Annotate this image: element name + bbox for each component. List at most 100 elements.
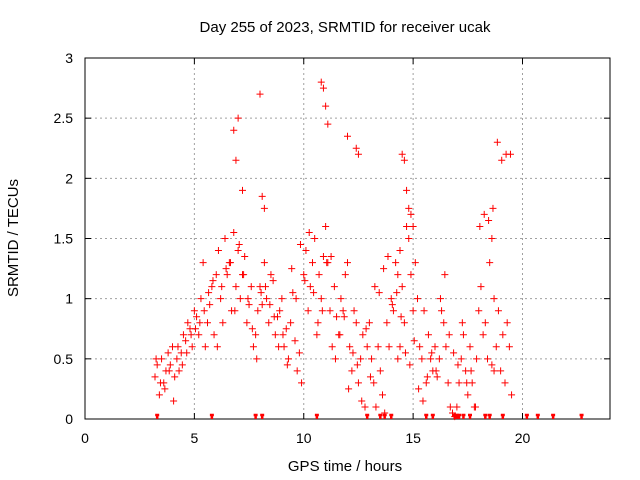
data-point [304,307,312,315]
data-point [287,319,295,327]
data-point [283,361,291,369]
data-point [361,403,369,411]
data-point [173,355,181,363]
data-point [153,361,161,369]
data-point [410,337,418,345]
data-point [344,259,351,267]
data-point [155,413,160,419]
data-point [165,367,173,375]
data-point [407,271,415,279]
data-point [247,283,255,291]
data-point [486,259,494,267]
data-point [295,349,303,357]
data-point [371,283,379,291]
data-point [241,253,249,261]
data-point [252,331,260,339]
data-point [231,307,239,315]
data-point [182,337,190,345]
data-point [365,413,370,419]
data-point [260,204,268,212]
data-point [327,253,335,261]
data-point [319,253,327,261]
data-point [484,355,491,363]
data-point [221,235,229,242]
data-point [446,403,454,411]
data-point [243,319,251,327]
data-point [293,367,301,375]
data-point [444,379,452,387]
data-point [475,307,483,315]
data-point [292,295,300,303]
data-point [258,192,266,200]
data-point [170,397,178,405]
data-point [289,289,297,297]
data-point [385,343,393,351]
data-point [317,295,325,303]
data-point [490,295,498,303]
data-point [454,361,462,369]
data-point [171,373,179,381]
data-point [409,222,417,230]
data-point [249,343,257,351]
data-point [508,391,516,399]
data-point [155,391,163,399]
data-point [319,84,327,92]
data-point [253,413,258,419]
data-point [352,319,360,327]
data-point [409,307,417,315]
data-point [374,343,382,351]
data-point [199,259,207,267]
data-point [487,413,492,419]
data-point [161,385,169,393]
data-point [477,283,485,291]
data-point [458,319,466,327]
data-point [365,319,373,327]
data-point [349,349,357,357]
data-point [407,210,415,218]
data-point [492,343,500,351]
data-point [236,295,244,303]
data-point [463,379,471,387]
data-point [427,355,435,363]
data-point [315,271,323,279]
data-point [358,397,366,405]
data-point [494,307,502,315]
data-point [209,413,214,419]
data-point [480,210,488,218]
data-point [345,385,353,393]
data-point [324,120,332,128]
data-point [401,349,409,357]
data-point [341,271,349,279]
data-point [208,283,216,291]
data-point [223,271,231,279]
grid-lines [85,58,610,419]
data-points [151,78,584,421]
data-point [370,379,378,387]
data-point [398,283,406,291]
data-point [212,271,220,279]
data-point [310,289,318,297]
data-point [175,367,183,375]
x-tick-labels: 0 5 10 15 20 [81,430,530,446]
data-point [279,331,287,339]
data-point [275,343,283,351]
data-point [288,265,296,273]
data-point [318,307,326,315]
data-point [261,283,269,291]
data-point [457,355,465,363]
data-point [468,413,472,419]
y-axis-label: SRMTID / TECUs [5,179,22,297]
data-point [489,204,497,212]
data-point [206,301,214,309]
data-point [383,319,391,327]
data-point [389,413,394,419]
data-point [423,373,431,381]
data-point [301,277,309,285]
data-point [501,379,509,387]
data-point [230,228,238,236]
data-point [394,271,402,279]
data-point [440,319,448,327]
data-point [210,331,218,339]
data-point [503,319,511,327]
